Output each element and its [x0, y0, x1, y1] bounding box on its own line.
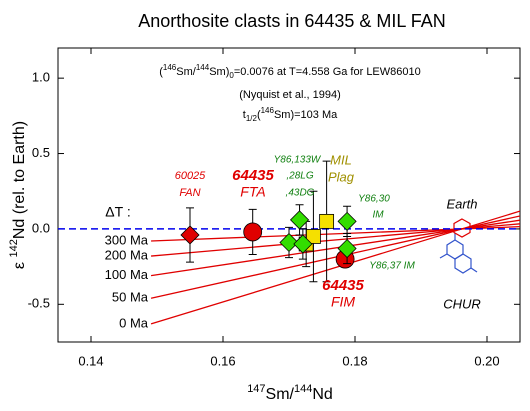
- y-axis-label: ε 142Nd (rel. to Earth): [8, 121, 28, 269]
- line-label: 300 Ma: [105, 232, 149, 247]
- x-tick-label: 0.14: [78, 353, 103, 368]
- x-tick-label: 0.18: [342, 353, 367, 368]
- annotation: ,43DG: [286, 188, 315, 199]
- annotation: FAN: [179, 187, 200, 199]
- x-label-part: 144: [294, 383, 312, 395]
- point: [320, 214, 334, 228]
- annotation: Y86,133W: [274, 155, 322, 166]
- point: [244, 223, 262, 241]
- annotation: Plag: [328, 169, 355, 184]
- inset-line: t1/2(146Sm)=103 Ma: [243, 106, 338, 123]
- annotation: ΔT :: [105, 204, 130, 220]
- annotation: 64435: [322, 277, 364, 294]
- annotation: FIM: [331, 294, 355, 310]
- inset-part: 144: [196, 63, 210, 72]
- annotation: MIL: [330, 152, 352, 167]
- x-label-part: 147: [247, 383, 265, 395]
- y-tick-label: 0.5: [32, 145, 50, 160]
- chart: Anorthosite clasts in 64435 & MIL FAN 14…: [0, 0, 530, 411]
- annotation: FTA: [240, 184, 265, 200]
- annotation: CHUR: [443, 296, 481, 311]
- point: [338, 212, 356, 230]
- line-label: 0 Ma: [119, 315, 149, 330]
- annotation: ,28LG: [286, 171, 313, 182]
- x-label-part: Nd: [312, 386, 332, 403]
- annotation: Earth: [446, 196, 477, 211]
- annotation: 64435: [232, 167, 274, 184]
- inset-part: 146: [261, 106, 275, 115]
- line-label: 50 Ma: [112, 290, 149, 305]
- annotation: IM: [372, 210, 384, 221]
- y-tick-label: -0.5: [28, 296, 50, 311]
- x-axis-label: 147Sm/144Nd: [247, 383, 333, 403]
- x-label-part: Sm/: [266, 386, 295, 403]
- annotation: 60025: [175, 170, 206, 182]
- inset-part: 1/2: [246, 114, 258, 123]
- chur-icon: [440, 233, 477, 273]
- inset-part: 146: [163, 63, 177, 72]
- y-tick-label: 0.0: [32, 220, 50, 235]
- line-label: 100 Ma: [105, 267, 149, 282]
- x-tick-label: 0.16: [210, 353, 235, 368]
- x-tick-label: 0.20: [474, 353, 499, 368]
- y-label-part: 142: [8, 239, 20, 257]
- chart-title: Anorthosite clasts in 64435 & MIL FAN: [138, 11, 446, 31]
- inset-part: Sm/: [176, 66, 197, 78]
- annotation: Y86,30: [358, 194, 390, 205]
- y-label-part: ε: [11, 258, 28, 270]
- line-label: 200 Ma: [105, 247, 149, 262]
- inset-line: (146Sm/144Sm)0=0.0076 at T=4.558 Ga for …: [159, 63, 421, 80]
- y-label-part: Nd (rel. to Earth): [11, 121, 28, 239]
- inset-part: Sm)=103 Ma: [274, 109, 338, 121]
- y-tick-label: 1.0: [32, 70, 50, 85]
- inset-text: (146Sm/144Sm)0=0.0076 at T=4.558 Ga for …: [159, 63, 421, 123]
- annotation: Y86,37 IM: [369, 261, 415, 272]
- inset-part: =0.0076 at T=4.558 Ga for LEW86010: [234, 66, 421, 78]
- inset-part: Sm): [209, 66, 229, 78]
- inset-line: (Nyquist et al., 1994): [239, 89, 341, 101]
